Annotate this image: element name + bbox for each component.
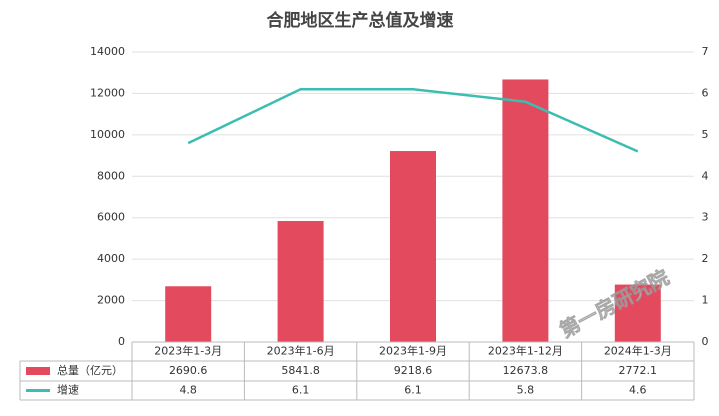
- table-value: 2772.1: [619, 364, 658, 377]
- bar: [277, 220, 324, 342]
- y-tick-label: 4000: [97, 252, 125, 265]
- y2-tick-label: 5: [702, 128, 709, 141]
- y-tick-label: 6000: [97, 211, 125, 224]
- bar: [165, 286, 212, 342]
- y2-tick-label: 0: [702, 335, 709, 348]
- y-tick-label: 10000: [90, 128, 125, 141]
- bar: [390, 151, 436, 342]
- line: [187, 88, 639, 153]
- y-tick-label: 8000: [97, 169, 125, 182]
- y-tick-label: 12000: [90, 86, 125, 99]
- table-value: 6.1: [292, 384, 310, 397]
- chart-title: 合肥地区生产总值及增速: [267, 10, 454, 31]
- y2-tick-label: 3: [702, 211, 709, 224]
- x-tick-label: 2023年1-12月: [488, 344, 563, 358]
- table-value: 4.8: [179, 384, 197, 397]
- table-value: 4.6: [629, 384, 647, 397]
- legend-swatch: [26, 367, 50, 375]
- x-tick-label: 2023年1-6月: [267, 344, 335, 358]
- table-value: 5.8: [517, 384, 535, 397]
- x-tick-label: 2023年1-9月: [379, 344, 447, 358]
- bar: [614, 284, 661, 342]
- y-tick-label: 0: [118, 335, 125, 348]
- y2-tick-label: 1: [702, 294, 709, 307]
- y2-tick-label: 4: [702, 169, 709, 182]
- legend-label: 总量（亿元）: [57, 363, 123, 377]
- bar: [502, 79, 549, 342]
- table-value: 9218.6: [394, 364, 433, 377]
- legend-label: 增速: [57, 383, 79, 397]
- y2-tick-label: 2: [702, 252, 709, 265]
- x-tick-label: 2024年1-3月: [604, 344, 672, 358]
- y-tick-label: 2000: [97, 294, 125, 307]
- table-value: 5841.8: [281, 364, 320, 377]
- y2-tick-label: 6: [702, 86, 709, 99]
- x-tick-label: 2023年1-3月: [154, 344, 222, 358]
- table-value: 2690.6: [169, 364, 208, 377]
- table-value: 12673.8: [503, 364, 549, 377]
- table-value: 6.1: [404, 384, 422, 397]
- y2-tick-label: 7: [702, 45, 709, 58]
- y-tick-label: 14000: [90, 45, 125, 58]
